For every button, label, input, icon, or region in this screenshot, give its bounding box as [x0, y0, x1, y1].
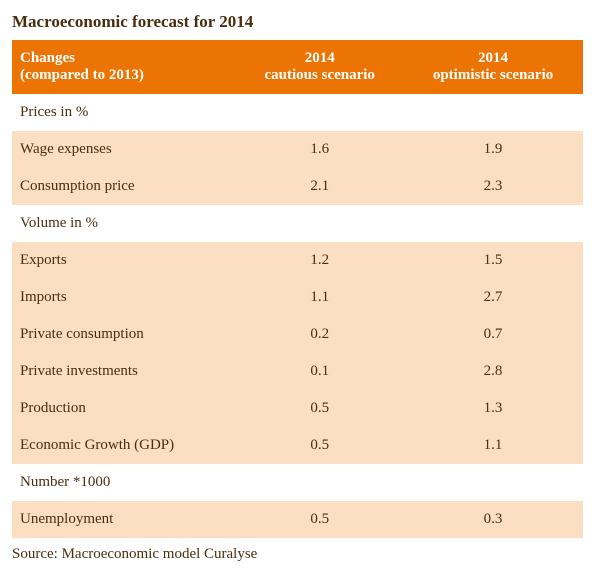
row-label: Unemployment [12, 501, 236, 538]
value-optimistic: 0.7 [403, 316, 583, 353]
table-row: Economic Growth (GDP)0.51.1 [12, 427, 583, 464]
value-cautious: 0.2 [236, 316, 403, 353]
value-optimistic: 0.3 [403, 501, 583, 538]
header-row: Changes (compared to 2013) 2014 cautious… [12, 40, 583, 94]
table-row: Consumption price2.12.3 [12, 168, 583, 205]
value-cautious: 2.1 [236, 168, 403, 205]
source-note: Source: Macroeconomic model Curalyse [12, 546, 583, 563]
value-cautious: 0.5 [236, 427, 403, 464]
table-row: Private investments0.12.8 [12, 353, 583, 390]
value-optimistic: 2.3 [403, 168, 583, 205]
row-label: Wage expenses [12, 131, 236, 168]
header-optimistic: 2014 optimistic scenario [403, 40, 583, 94]
section-label: Number *1000 [12, 464, 583, 501]
table-row: Imports1.12.7 [12, 279, 583, 316]
value-cautious: 0.1 [236, 353, 403, 390]
value-optimistic: 1.9 [403, 131, 583, 168]
row-label: Private investments [12, 353, 236, 390]
table-row: Private consumption0.20.7 [12, 316, 583, 353]
value-optimistic: 2.7 [403, 279, 583, 316]
row-label: Exports [12, 242, 236, 279]
chart-title: Macroeconomic forecast for 2014 [12, 12, 583, 32]
row-label: Private consumption [12, 316, 236, 353]
section-row: Number *1000 [12, 464, 583, 501]
section-row: Prices in % [12, 94, 583, 131]
value-cautious: 0.5 [236, 390, 403, 427]
value-optimistic: 2.8 [403, 353, 583, 390]
section-label: Volume in % [12, 205, 583, 242]
row-label: Production [12, 390, 236, 427]
table-row: Unemployment0.50.3 [12, 501, 583, 538]
header-changes: Changes (compared to 2013) [12, 40, 236, 94]
value-optimistic: 1.5 [403, 242, 583, 279]
section-row: Volume in % [12, 205, 583, 242]
value-cautious: 1.1 [236, 279, 403, 316]
table-row: Exports1.21.5 [12, 242, 583, 279]
table-row: Wage expenses1.61.9 [12, 131, 583, 168]
table-body: Prices in %Wage expenses1.61.9Consumptio… [12, 94, 583, 538]
section-label: Prices in % [12, 94, 583, 131]
row-label: Consumption price [12, 168, 236, 205]
value-optimistic: 1.1 [403, 427, 583, 464]
row-label: Imports [12, 279, 236, 316]
value-cautious: 1.6 [236, 131, 403, 168]
forecast-table: Changes (compared to 2013) 2014 cautious… [12, 40, 583, 538]
value-cautious: 0.5 [236, 501, 403, 538]
value-cautious: 1.2 [236, 242, 403, 279]
header-cautious: 2014 cautious scenario [236, 40, 403, 94]
row-label: Economic Growth (GDP) [12, 427, 236, 464]
value-optimistic: 1.3 [403, 390, 583, 427]
table-row: Production0.51.3 [12, 390, 583, 427]
